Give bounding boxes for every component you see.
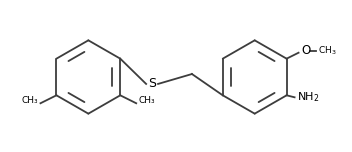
Text: CH₃: CH₃ <box>22 96 38 105</box>
Text: CH₃: CH₃ <box>138 96 155 105</box>
Text: S: S <box>148 77 156 90</box>
Text: O: O <box>302 44 311 57</box>
Text: NH$_2$: NH$_2$ <box>297 90 319 104</box>
Text: CH$_3$: CH$_3$ <box>319 45 337 57</box>
